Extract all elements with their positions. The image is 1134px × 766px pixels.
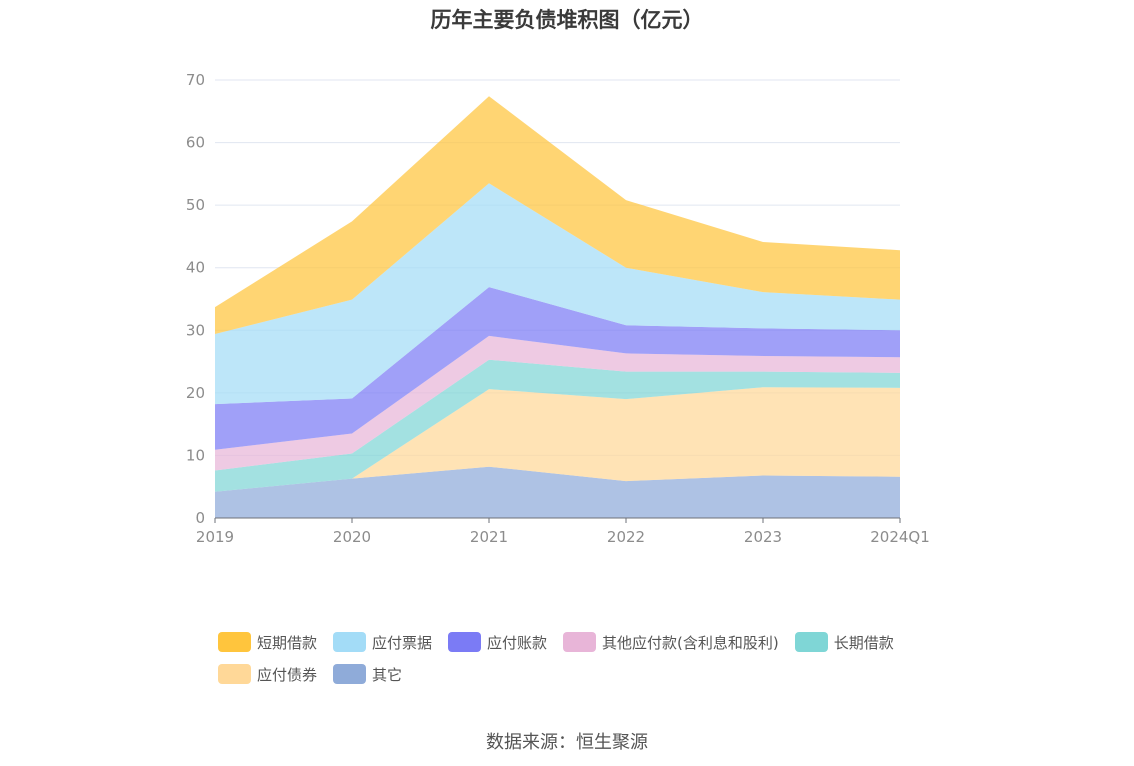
legend-item[interactable]: 应付债券 xyxy=(218,663,317,685)
area-series-1 xyxy=(215,387,900,492)
legend-swatch xyxy=(333,664,367,684)
legend-label: 应付账款 xyxy=(487,633,548,652)
legend-label: 应付债券 xyxy=(257,665,318,684)
area-layer xyxy=(215,96,900,518)
legend-label: 其他应付款(含利息和股利) xyxy=(602,633,779,652)
legend-swatch xyxy=(794,632,828,652)
y-tick-label: 40 xyxy=(186,259,205,277)
area-series-2 xyxy=(215,359,900,492)
x-tick-label: 2021 xyxy=(470,528,508,546)
legend-item[interactable]: 长期借款 xyxy=(794,631,894,653)
legend-label: 短期借款 xyxy=(257,633,318,652)
legend-item[interactable]: 应付账款 xyxy=(448,631,547,653)
legend-swatch xyxy=(563,632,597,652)
y-tick-label: 20 xyxy=(186,384,205,402)
area-series-5 xyxy=(215,183,900,405)
source-note: 数据来源：恒生聚源 xyxy=(486,732,648,753)
x-tick-label: 2019 xyxy=(196,528,234,546)
area-series-0 xyxy=(215,466,900,518)
y-tick-label: 10 xyxy=(186,446,205,464)
y-tick-label: 60 xyxy=(186,134,205,152)
y-tick-label: 50 xyxy=(186,196,205,214)
y-tick-label: 0 xyxy=(195,509,205,527)
legend-swatch xyxy=(218,632,251,652)
axis-layer: 0 10 20 30 40 50 60 70 2019 2020 2021 2022 2023 2024Q… xyxy=(186,71,930,546)
legend-item[interactable]: 其他应付款(含利息和股利) xyxy=(563,631,779,653)
area-series-4 xyxy=(215,287,900,450)
legend-item[interactable]: 其它 xyxy=(333,663,402,685)
chart-title: 历年主要负债堆积图（亿元） xyxy=(430,8,704,32)
y-tick-label: 70 xyxy=(186,71,205,89)
x-tick-label: 2024Q1 xyxy=(870,528,930,546)
legend-label: 长期借款 xyxy=(833,633,894,652)
area-series-6 xyxy=(215,96,900,335)
legend-swatch xyxy=(333,632,367,652)
legend-item[interactable]: 应付票据 xyxy=(333,631,432,653)
legend-swatch xyxy=(448,632,482,652)
y-tick-label: 30 xyxy=(186,321,205,339)
x-tick-label: 2023 xyxy=(744,528,782,546)
legend-label: 应付票据 xyxy=(372,633,433,652)
legend: 短期借款 应付票据 应付账款 其他应付款(含利息和股利) 长期借款应付债券 其它 xyxy=(218,631,978,685)
x-tick-label: 2020 xyxy=(333,528,371,546)
legend-item[interactable]: 短期借款 xyxy=(218,631,317,653)
legend-swatch xyxy=(218,664,251,684)
legend-label: 其它 xyxy=(372,665,403,684)
area-series-3 xyxy=(215,335,900,471)
x-tick-label: 2022 xyxy=(607,528,645,546)
